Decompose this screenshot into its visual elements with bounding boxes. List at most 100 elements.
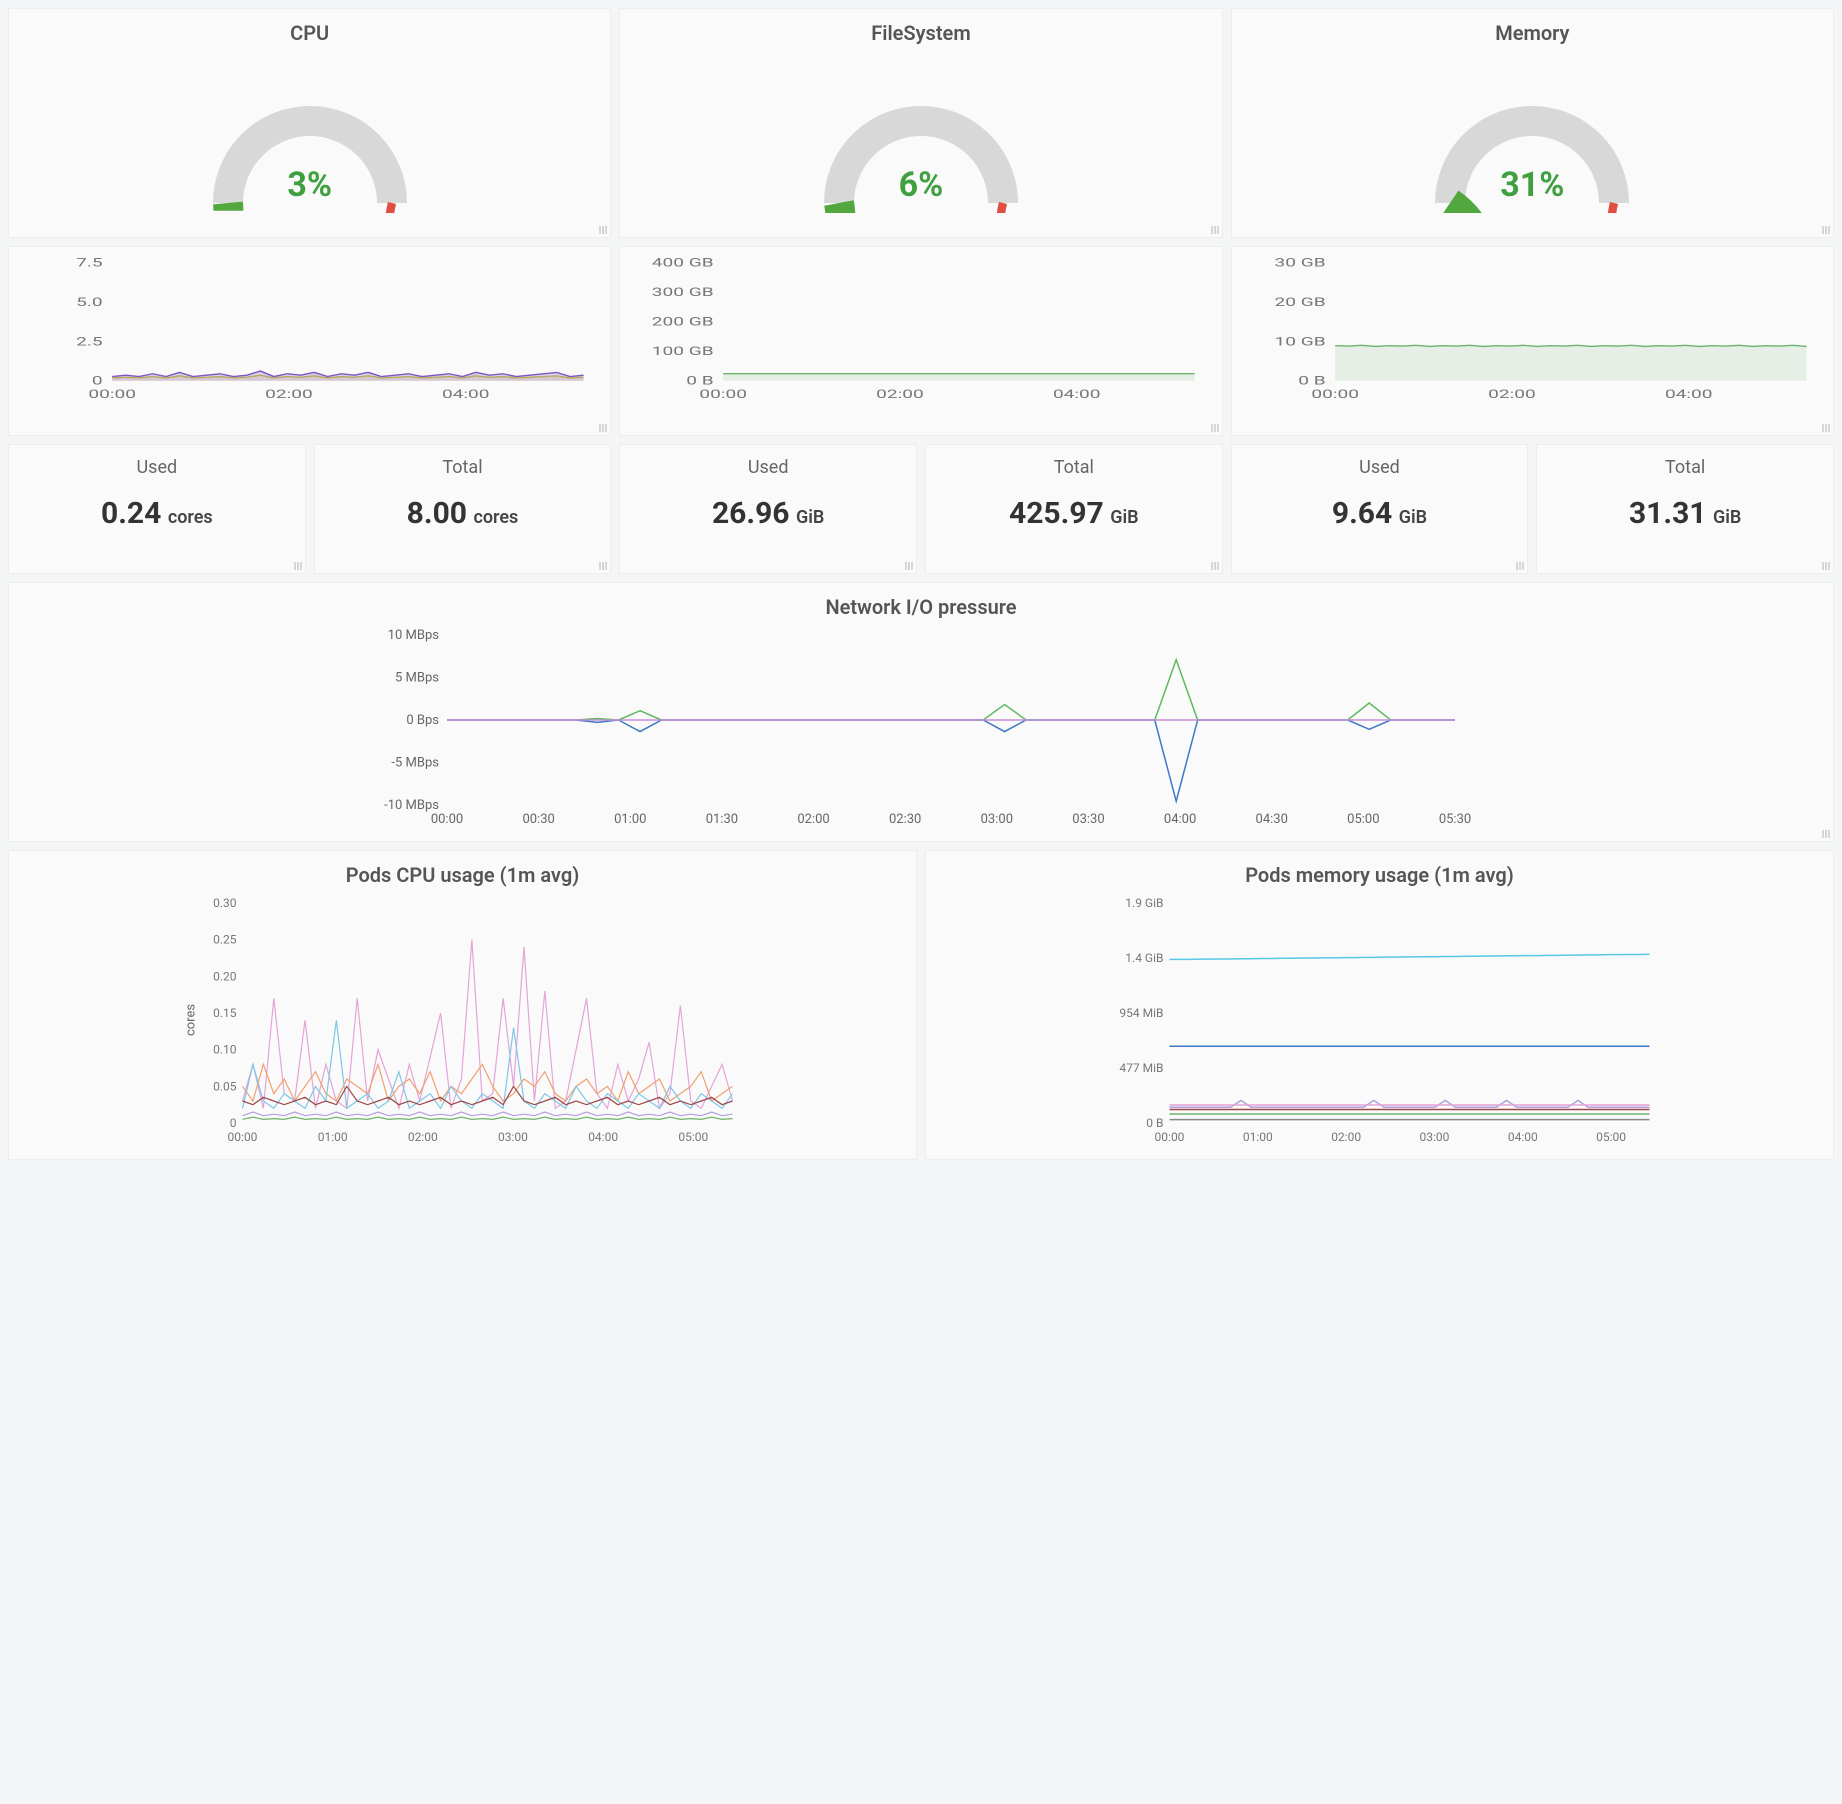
svg-text:05:00: 05:00: [1347, 812, 1379, 827]
pods-memory-panel[interactable]: Pods memory usage (1m avg) 0 B477 MiB954…: [925, 850, 1834, 1160]
stat-unit: GiB: [1394, 507, 1427, 528]
resize-handle-icon[interactable]: [1207, 222, 1219, 234]
svg-text:0 B: 0 B: [687, 374, 714, 388]
svg-text:05:00: 05:00: [678, 1130, 708, 1144]
svg-text:0.05: 0.05: [213, 1079, 237, 1093]
gauge-row: CPU 3% FileSystem 6% Memory 31%: [8, 8, 1834, 238]
svg-text:7.5: 7.5: [76, 257, 103, 270]
svg-text:04:00: 04:00: [1508, 1130, 1538, 1144]
svg-text:01:00: 01:00: [318, 1130, 348, 1144]
stat-unit: cores: [469, 507, 518, 528]
stats-row: Used 0.24 cores Total 8.00 cores Used 26…: [8, 444, 1834, 574]
svg-text:30 GB: 30 GB: [1274, 257, 1325, 270]
gauge-panel-filesystem[interactable]: FileSystem 6%: [619, 8, 1222, 238]
stat-value: 0.24: [101, 496, 161, 531]
stat-panel-4[interactable]: Used 9.64 GiB: [1231, 444, 1529, 574]
resize-handle-icon[interactable]: [1818, 826, 1830, 838]
stat-unit: GiB: [792, 507, 825, 528]
network-io-panel[interactable]: Network I/O pressure -10 MBps-5 MBps0 Bp…: [8, 582, 1834, 842]
stat-title: Total: [331, 457, 595, 478]
svg-text:0 Bps: 0 Bps: [406, 713, 439, 728]
svg-text:300 GB: 300 GB: [652, 285, 714, 299]
stat-unit: GiB: [1709, 507, 1742, 528]
svg-text:02:00: 02:00: [1331, 1130, 1361, 1144]
svg-text:0.15: 0.15: [213, 1006, 237, 1020]
stat-panel-1[interactable]: Total 8.00 cores: [314, 444, 612, 574]
gauge-value: 6%: [899, 165, 944, 205]
svg-text:04:00: 04:00: [588, 1130, 618, 1144]
gauge-panel-memory[interactable]: Memory 31%: [1231, 8, 1834, 238]
resize-handle-icon[interactable]: [1818, 222, 1830, 234]
resize-handle-icon[interactable]: [1207, 420, 1219, 432]
stat-title: Total: [942, 457, 1206, 478]
mini-chart-1[interactable]: 0 B100 GB200 GB300 GB400 GB00:0002:0004:…: [619, 246, 1222, 436]
stat-value-wrap: 425.97 GiB: [942, 496, 1206, 531]
stat-panel-2[interactable]: Used 26.96 GiB: [619, 444, 917, 574]
svg-text:00:00: 00:00: [1311, 387, 1359, 401]
svg-text:20 GB: 20 GB: [1274, 295, 1325, 309]
svg-text:0 B: 0 B: [1146, 1116, 1163, 1130]
svg-text:200 GB: 200 GB: [652, 315, 714, 329]
svg-text:01:00: 01:00: [1243, 1130, 1273, 1144]
panel-title: CPU: [25, 21, 594, 45]
svg-text:03:00: 03:00: [1420, 1130, 1450, 1144]
svg-text:0.10: 0.10: [213, 1043, 237, 1057]
svg-text:10 GB: 10 GB: [1274, 334, 1325, 348]
svg-text:04:00: 04:00: [442, 387, 490, 401]
svg-text:0.30: 0.30: [213, 896, 237, 910]
mini-chart-svg: 02.55.07.500:0002:0004:00: [23, 257, 596, 402]
stat-value-wrap: 9.64 GiB: [1248, 496, 1512, 531]
mini-chart-2[interactable]: 0 B 10 GB 20 GB 30 GB 00:00 02:00 04:00: [1231, 246, 1834, 436]
svg-text:02:30: 02:30: [889, 812, 921, 827]
resize-handle-icon[interactable]: [595, 420, 607, 432]
mini-chart-0[interactable]: 02.55.07.500:0002:0004:00: [8, 246, 611, 436]
svg-text:5.0: 5.0: [76, 295, 103, 309]
network-chart: -10 MBps-5 MBps0 Bps5 MBps10 MBps00:0000…: [25, 627, 1817, 827]
stat-panel-5[interactable]: Total 31.31 GiB: [1536, 444, 1834, 574]
svg-text:04:00: 04:00: [1665, 387, 1713, 401]
svg-text:02:00: 02:00: [408, 1130, 438, 1144]
stat-value: 31.31: [1629, 496, 1707, 531]
svg-text:0: 0: [92, 374, 103, 388]
gauge-panel-cpu[interactable]: CPU 3%: [8, 8, 611, 238]
gauge-value: 3%: [287, 165, 332, 205]
resize-handle-icon[interactable]: [1818, 558, 1830, 570]
resize-handle-icon[interactable]: [595, 558, 607, 570]
svg-text:00:00: 00:00: [1155, 1130, 1185, 1144]
svg-text:5 MBps: 5 MBps: [395, 671, 439, 686]
svg-text:954 MiB: 954 MiB: [1119, 1006, 1163, 1020]
stat-panel-3[interactable]: Total 425.97 GiB: [925, 444, 1223, 574]
stat-panel-0[interactable]: Used 0.24 cores: [8, 444, 306, 574]
pods-cpu-panel[interactable]: Pods CPU usage (1m avg) cores00.050.100.…: [8, 850, 917, 1160]
resize-handle-icon[interactable]: [901, 558, 913, 570]
svg-text:04:00: 04:00: [1164, 812, 1196, 827]
resize-handle-icon[interactable]: [290, 558, 302, 570]
svg-text:02:00: 02:00: [1488, 387, 1536, 401]
svg-text:04:00: 04:00: [1053, 387, 1101, 401]
svg-text:0 B: 0 B: [1298, 374, 1325, 388]
svg-text:2.5: 2.5: [76, 334, 103, 348]
svg-text:03:00: 03:00: [981, 812, 1013, 827]
svg-text:0.25: 0.25: [213, 933, 237, 947]
svg-text:10 MBps: 10 MBps: [388, 628, 440, 643]
stat-value-wrap: 31.31 GiB: [1553, 496, 1817, 531]
resize-handle-icon[interactable]: [595, 222, 607, 234]
resize-handle-icon[interactable]: [1207, 558, 1219, 570]
svg-text:1.4 GiB: 1.4 GiB: [1125, 951, 1163, 965]
svg-text:05:00: 05:00: [1596, 1130, 1626, 1144]
svg-text:05:30: 05:30: [1439, 812, 1471, 827]
stat-unit: cores: [163, 507, 212, 528]
svg-text:02:00: 02:00: [877, 387, 925, 401]
stat-value: 9.64: [1332, 496, 1392, 531]
panel-title: Pods memory usage (1m avg): [942, 863, 1817, 887]
svg-text:100 GB: 100 GB: [652, 344, 714, 358]
pods-memory-chart: 0 B477 MiB954 MiB1.4 GiB1.9 GiB00:0001:0…: [942, 895, 1817, 1145]
resize-handle-icon[interactable]: [1512, 558, 1524, 570]
stat-value: 26.96: [712, 496, 790, 531]
svg-text:03:30: 03:30: [1072, 812, 1104, 827]
svg-text:00:00: 00:00: [431, 812, 463, 827]
svg-text:00:30: 00:30: [522, 812, 554, 827]
resize-handle-icon[interactable]: [1818, 420, 1830, 432]
svg-text:04:30: 04:30: [1256, 812, 1288, 827]
stat-title: Used: [1248, 457, 1512, 478]
